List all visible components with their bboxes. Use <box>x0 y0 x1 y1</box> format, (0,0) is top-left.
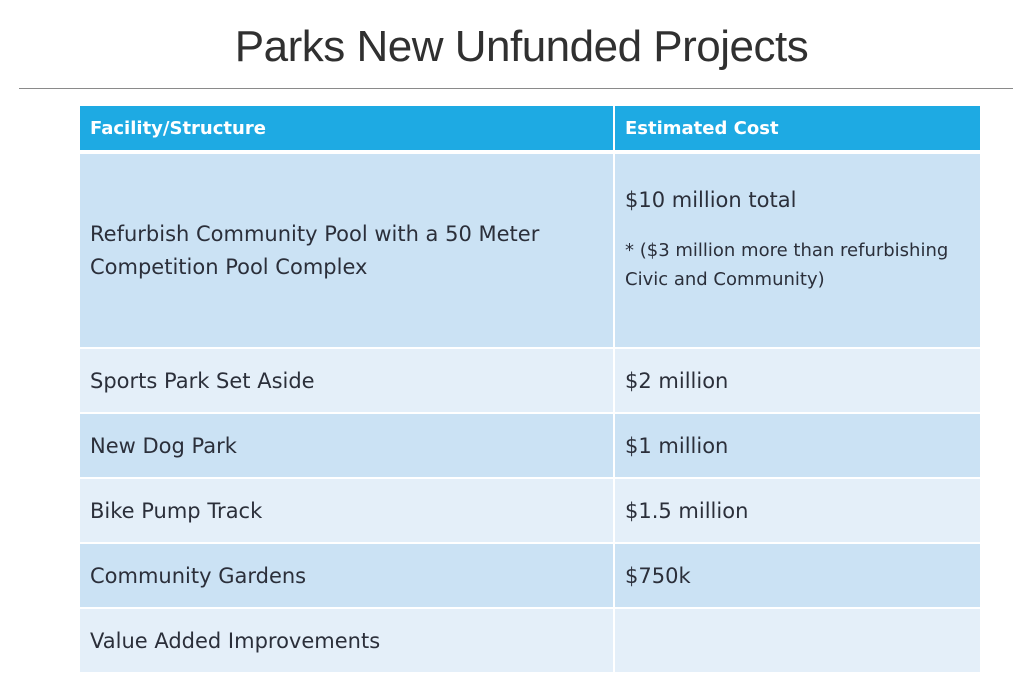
table-row: Sports Park Set Aside $2 million <box>80 348 980 414</box>
facility-cell: Bike Pump Track <box>80 478 615 544</box>
cost-cell: $1.5 million <box>614 478 980 544</box>
page-title: Parks New Unfunded Projects <box>234 22 809 71</box>
cost-label: $10 million total <box>625 187 797 212</box>
cost-note: * ($3 million more than refurbishing Civ… <box>625 239 949 290</box>
facility-cell: Value Added Improvements <box>80 608 615 674</box>
facility-cell: Refurbish Community Pool with a 50 Meter… <box>80 152 615 349</box>
cost-cell: $10 million total * ($3 million more tha… <box>614 152 980 349</box>
table-row: Community Gardens $750k <box>80 543 980 609</box>
cost-cell: $1 million <box>614 413 980 479</box>
table-row: Refurbish Community Pool with a 50 Meter… <box>80 152 980 349</box>
facility-cell: Community Gardens <box>80 543 615 609</box>
cost-cell: $2 million <box>614 348 980 414</box>
table-row: Value Added Improvements <box>80 608 980 674</box>
cost-cell <box>614 608 980 674</box>
facility-label: Refurbish Community Pool with a 50 Meter… <box>90 221 540 279</box>
title-divider <box>19 88 1013 89</box>
cost-table: Facility/Structure Estimated Cost Refurb… <box>80 106 980 674</box>
facility-cell: New Dog Park <box>80 413 615 479</box>
facility-cell: Sports Park Set Aside <box>80 348 615 414</box>
table-row: Bike Pump Track $1.5 million <box>80 478 980 544</box>
cost-cell: $750k <box>614 543 980 609</box>
column-header-facility: Facility/Structure <box>80 106 615 154</box>
table-row: New Dog Park $1 million <box>80 413 980 479</box>
table-header-row: Facility/Structure Estimated Cost <box>80 106 980 154</box>
column-header-cost: Estimated Cost <box>614 106 980 154</box>
